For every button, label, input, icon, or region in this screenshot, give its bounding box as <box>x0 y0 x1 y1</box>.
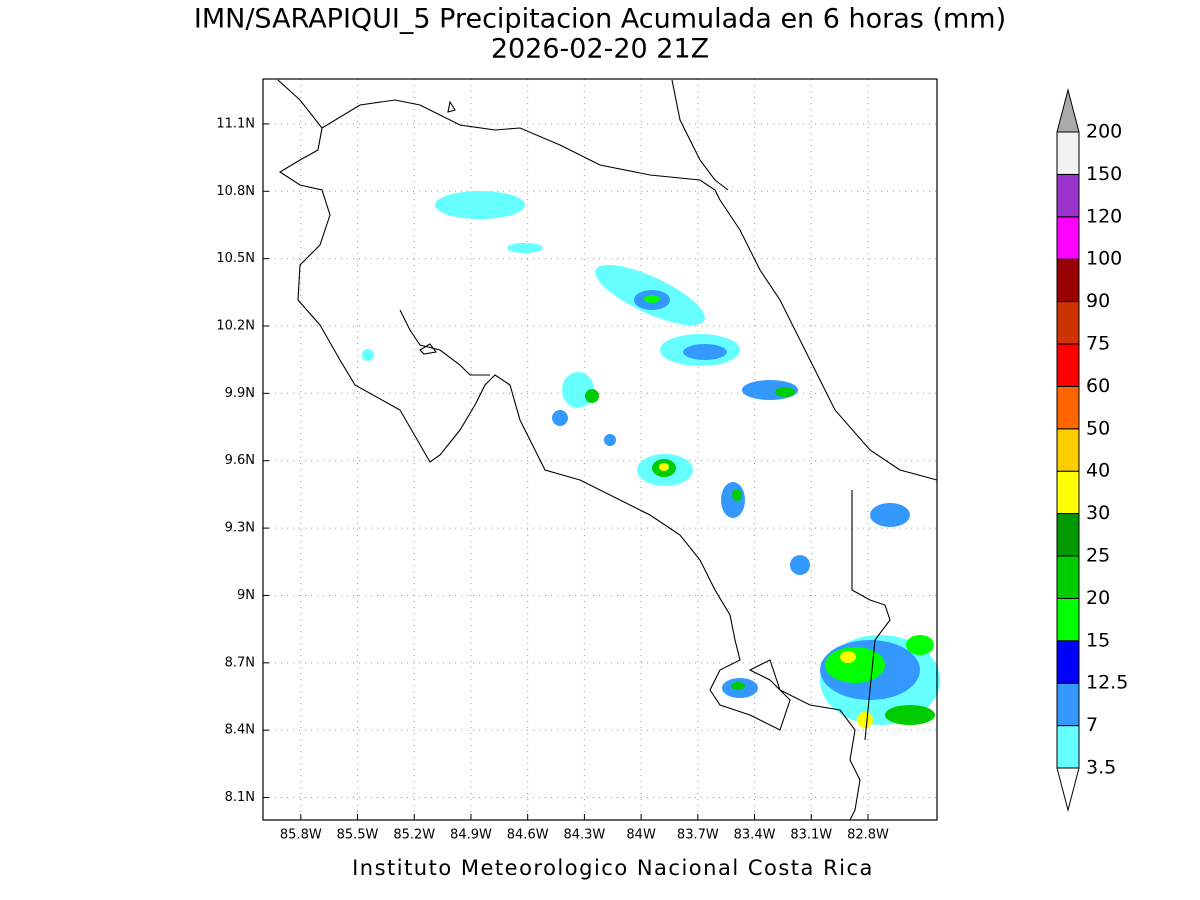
y-tick-label: 10.8N <box>216 184 255 199</box>
colorbar-swatch <box>1056 470 1080 515</box>
colorbar-label: 50 <box>1086 417 1110 439</box>
rain-area <box>857 712 873 728</box>
precipitation <box>362 191 940 728</box>
y-tick-label: 8.4N <box>225 723 255 738</box>
rain-area <box>840 651 856 663</box>
grid <box>263 79 937 820</box>
colorbar-swatch <box>1056 513 1080 557</box>
colorbar-swatch <box>1056 428 1080 472</box>
x-tick-label: 84W <box>626 828 656 843</box>
colorbar-label: 60 <box>1086 375 1110 397</box>
rain-area <box>731 682 745 690</box>
lake <box>419 343 437 355</box>
rain-area <box>585 389 599 403</box>
colorbar-label: 3.5 <box>1086 757 1116 779</box>
colorbar-swatch <box>1056 258 1080 303</box>
rain-area <box>644 295 660 303</box>
colorbar-swatch <box>1056 385 1080 430</box>
rain-area <box>604 434 616 446</box>
coastline <box>277 79 861 821</box>
y-tick-label: 9.3N <box>225 521 255 536</box>
rain-area <box>659 463 669 471</box>
rain-area <box>507 243 543 253</box>
map-frame <box>262 78 938 821</box>
colorbar-swatch <box>1056 682 1080 727</box>
colorbar: 3.5 7 12.5 15 20 25 30 40 50 60 75 90 100 120 150 200 <box>1056 88 1128 812</box>
coastline <box>399 309 490 376</box>
x-tick-label: 82.8W <box>847 828 889 843</box>
x-tick-label: 84.3W <box>563 828 605 843</box>
rain-area <box>683 344 727 360</box>
x-tick-label: 85.2W <box>393 828 435 843</box>
colorbar-label: 100 <box>1086 248 1122 270</box>
colorbar-label: 40 <box>1086 460 1110 482</box>
y-tick-label: 9.9N <box>225 386 255 401</box>
y-tick-label: 10.5N <box>216 251 255 266</box>
rain-area <box>790 555 810 575</box>
y-tick-label: 11.1N <box>216 116 255 131</box>
colorbar-swatch <box>1056 216 1080 260</box>
colorbar-swatch <box>1056 597 1080 642</box>
colorbar-label: 25 <box>1086 545 1110 567</box>
colorbar-label: 30 <box>1086 502 1110 524</box>
y-tick-label: 8.7N <box>225 655 255 670</box>
colorbar-swatch <box>1056 555 1080 599</box>
x-tick-label: 85.8W <box>280 828 322 843</box>
colorbar-label: 20 <box>1086 587 1110 609</box>
colorbar-label: 15 <box>1086 629 1110 651</box>
rain-area <box>870 503 910 527</box>
island <box>447 100 456 113</box>
rain-area <box>721 482 745 518</box>
x-tick-label: 84.9W <box>450 828 492 843</box>
colorbar-label: 90 <box>1086 290 1110 312</box>
colorbar-label: 150 <box>1086 163 1122 185</box>
subtitle: 2026-02-20 21Z <box>491 34 709 65</box>
rain-area <box>435 191 525 219</box>
border <box>851 490 891 741</box>
colorbar-swatch <box>1056 725 1080 769</box>
x-tick-label: 83.1W <box>790 828 832 843</box>
rain-area <box>775 387 795 397</box>
footer: Instituto Meteorologico Nacional Costa R… <box>352 856 874 880</box>
colorbar-label: 7 <box>1086 714 1098 736</box>
coastlines <box>277 79 938 821</box>
x-tick-label: 83.7W <box>677 828 719 843</box>
x-tick-label: 83.4W <box>734 828 776 843</box>
y-tick-label: 10.2N <box>216 319 255 334</box>
colorbar-swatch <box>1056 173 1080 218</box>
rain-area <box>825 647 885 683</box>
colorbar-label: 120 <box>1086 205 1122 227</box>
colorbar-under <box>1056 767 1080 812</box>
rain-area <box>906 635 934 655</box>
rain-area <box>552 410 568 426</box>
rain-area <box>732 489 742 501</box>
y-tick-label: 9.6N <box>225 453 255 468</box>
colorbar-over <box>1056 88 1080 133</box>
colorbar-label: 12.5 <box>1086 672 1128 694</box>
colorbar-swatch <box>1056 343 1080 387</box>
rain-area <box>362 349 374 361</box>
colorbar-swatch <box>1056 301 1080 345</box>
colorbar-swatch <box>1056 640 1080 684</box>
colorbar-swatch <box>1056 131 1080 175</box>
colorbar-label: 75 <box>1086 333 1110 355</box>
border <box>321 99 938 481</box>
x-tick-label: 85.5W <box>337 828 379 843</box>
y-tick-label: 9N <box>237 588 255 603</box>
y-tick-label: 8.1N <box>225 790 255 805</box>
coastline <box>671 79 729 191</box>
x-tick-label: 84.6W <box>507 828 549 843</box>
title: IMN/SARAPIQUI_5 Precipitacion Acumulada … <box>194 4 1006 35</box>
rain-area <box>885 705 935 725</box>
colorbar-label: 200 <box>1086 121 1122 143</box>
